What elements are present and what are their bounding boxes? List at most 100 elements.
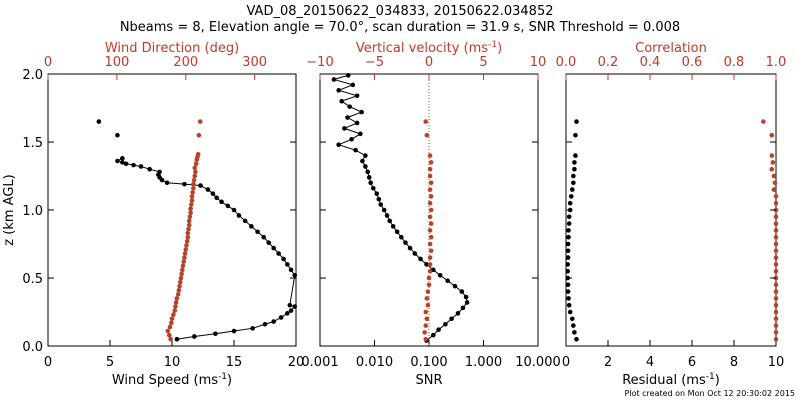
data-point <box>213 331 218 337</box>
data-point <box>174 336 180 342</box>
top-tick-label: 5 <box>479 55 487 70</box>
data-point <box>772 180 778 186</box>
data-point <box>773 316 779 322</box>
data-point <box>347 104 352 109</box>
data-point <box>427 187 433 192</box>
top-tick-label: 100 <box>104 55 129 70</box>
data-point <box>571 180 576 186</box>
top-tick-label: 10 <box>530 55 547 70</box>
data-point <box>180 263 186 269</box>
data-point <box>261 234 267 240</box>
data-point <box>566 302 572 308</box>
data-point <box>292 272 298 278</box>
data-point <box>428 160 434 165</box>
wind-panel-bottom-ticks: 0 5 10 15 20 <box>44 340 304 370</box>
data-point <box>288 267 294 273</box>
top-tick-label: 0 <box>425 55 433 70</box>
y-axis-label: z (km AGL) <box>2 174 17 245</box>
wind-panel-y-ticks: 0.0 0.5 1.0 1.5 2.0 <box>22 68 43 355</box>
data-point <box>179 271 184 277</box>
data-point <box>773 194 779 199</box>
bottom-tick-label: 1.000 <box>465 355 502 370</box>
data-point <box>193 161 199 167</box>
wind-panel: 0.0 0.5 1.0 1.5 2.0 0 5 10 15 20 0 100 200 300 Wind… <box>22 41 304 388</box>
data-point <box>171 312 176 318</box>
data-point <box>428 221 434 226</box>
data-point <box>568 194 574 199</box>
data-point <box>455 311 461 316</box>
data-point <box>422 330 427 335</box>
data-point <box>176 287 182 293</box>
data-point <box>565 282 571 288</box>
data-point <box>452 283 458 289</box>
data-point <box>773 234 779 240</box>
data-point <box>566 296 571 301</box>
data-point <box>566 214 572 220</box>
data-point <box>185 234 191 240</box>
data-point <box>423 336 429 342</box>
snr-axis-label: SNR <box>415 373 442 388</box>
data-point <box>236 213 242 218</box>
data-point <box>376 196 382 202</box>
data-point <box>173 300 179 305</box>
data-point <box>195 151 201 157</box>
data-point <box>184 238 190 244</box>
snr-panel-marks <box>331 73 470 346</box>
data-point <box>445 278 450 284</box>
data-point <box>427 268 433 274</box>
data-point <box>184 243 189 248</box>
data-point <box>219 199 224 205</box>
residual-panel-bottom-ticks: 0 2 4 6 8 10 <box>562 340 784 370</box>
data-point <box>336 88 341 93</box>
data-point <box>418 256 423 262</box>
residual-panel-marks <box>565 119 779 342</box>
data-point <box>120 160 125 165</box>
data-point <box>566 228 571 233</box>
data-point <box>250 326 255 331</box>
wind-panel-marks <box>96 119 298 342</box>
data-point <box>428 207 434 213</box>
data-point <box>424 262 429 267</box>
data-point <box>773 289 779 294</box>
data-point <box>427 200 433 206</box>
data-point <box>96 119 102 124</box>
data-point <box>350 82 356 88</box>
data-point <box>770 160 776 165</box>
data-point <box>426 282 432 288</box>
data-point <box>773 248 779 254</box>
wind-speed-axis-label: Wind Speed (ms-1) <box>112 372 232 388</box>
data-point <box>363 153 368 158</box>
data-point <box>464 300 470 305</box>
data-point <box>138 164 144 169</box>
data-point <box>773 255 779 260</box>
data-point <box>177 279 183 285</box>
data-point <box>370 185 376 191</box>
data-point <box>191 181 196 187</box>
data-point <box>131 162 136 168</box>
data-point <box>249 224 254 229</box>
y-tick-label: 1.5 <box>22 136 43 151</box>
data-point <box>271 245 276 251</box>
data-point <box>186 222 192 228</box>
data-point <box>431 332 436 338</box>
data-point <box>168 336 173 342</box>
data-point <box>353 147 358 153</box>
data-point <box>565 248 571 254</box>
data-point <box>460 305 466 311</box>
data-point <box>285 262 290 267</box>
data-point <box>570 316 575 322</box>
data-point <box>187 214 193 220</box>
data-point <box>773 200 779 206</box>
data-point <box>449 316 454 322</box>
data-point <box>231 328 237 334</box>
data-point <box>345 115 350 120</box>
data-point <box>336 142 341 148</box>
data-point <box>225 203 231 209</box>
data-point <box>773 302 779 308</box>
data-point <box>427 166 433 172</box>
plot-created-footer: Plot created on Mon Oct 12 20:30:02 2015 <box>625 389 795 398</box>
data-point <box>174 296 180 301</box>
data-point <box>427 153 433 158</box>
data-point <box>773 262 779 267</box>
